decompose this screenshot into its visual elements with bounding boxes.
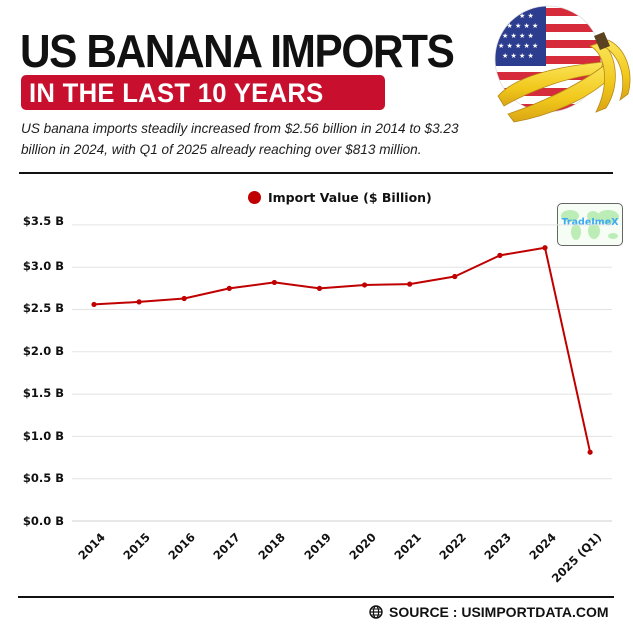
source-credit: SOURCE : USIMPORTDATA.COM bbox=[369, 604, 609, 620]
flag-bananas-image: ★ ★ ★ ★ ★ ★ ★ ★ ★ ★ ★ ★ ★ ★ ★ ★ ★ ★ ★ ★ … bbox=[494, 5, 631, 123]
data-point-2022[interactable] bbox=[452, 273, 458, 280]
summary-text: US banana imports steadily increased fro… bbox=[21, 121, 459, 157]
y-tick-1-5: $1.5 B bbox=[22, 386, 64, 400]
y-tick-0-5: $0.5 B bbox=[22, 471, 64, 485]
header-divider bbox=[19, 172, 613, 174]
data-point-2020[interactable] bbox=[362, 282, 368, 288]
world-map-icon bbox=[561, 210, 619, 240]
svg-text:★ ★ ★ ★: ★ ★ ★ ★ bbox=[502, 52, 534, 60]
svg-text:★ ★ ★ ★: ★ ★ ★ ★ bbox=[502, 12, 534, 20]
y-tick-1-0: $1.0 B bbox=[22, 429, 64, 443]
data-point-2024[interactable] bbox=[542, 245, 548, 251]
series-line bbox=[93, 246, 592, 453]
globe-icon bbox=[369, 605, 383, 619]
data-point-2016[interactable] bbox=[181, 295, 187, 302]
y-tick-0-0: $0.0 B bbox=[22, 514, 64, 528]
svg-text:★ ★ ★ ★ ★: ★ ★ ★ ★ ★ bbox=[498, 42, 538, 50]
subtitle-banner: IN THE LAST 10 YEARS bbox=[21, 75, 385, 110]
data-point-2023[interactable] bbox=[497, 252, 503, 258]
page-title: US BANANA IMPORTS bbox=[20, 25, 455, 77]
watermark-label: TradeImeX bbox=[561, 217, 619, 228]
data-point-2025-q1-[interactable] bbox=[587, 449, 593, 455]
svg-text:★ ★ ★ ★: ★ ★ ★ ★ bbox=[502, 32, 534, 40]
y-tick-2-5: $2.5 B bbox=[22, 301, 64, 315]
data-point-2018[interactable] bbox=[271, 279, 277, 286]
data-point-2019[interactable] bbox=[316, 285, 323, 291]
data-point-2017[interactable] bbox=[226, 285, 232, 291]
data-point-2015[interactable] bbox=[136, 299, 142, 305]
footer-divider bbox=[18, 596, 614, 598]
gridlines bbox=[72, 224, 612, 522]
y-tick-2-0: $2.0 B bbox=[22, 344, 64, 358]
data-point-2014[interactable] bbox=[91, 301, 97, 308]
source-text: SOURCE : USIMPORTDATA.COM bbox=[389, 604, 609, 620]
banana-bunch-icon bbox=[497, 32, 631, 123]
legend-label: Import Value ($ Billion) bbox=[268, 189, 432, 205]
y-tick-3-5: $3.5 B bbox=[22, 214, 64, 228]
legend-marker-icon bbox=[248, 190, 261, 204]
y-tick-3-0: $3.0 B bbox=[22, 259, 64, 273]
svg-text:★ ★ ★ ★ ★: ★ ★ ★ ★ ★ bbox=[498, 22, 538, 30]
chart-legend[interactable]: Import Value ($ Billion) bbox=[248, 188, 432, 206]
data-point-2021[interactable] bbox=[407, 281, 413, 287]
banner-text: IN THE LAST 10 YEARS bbox=[29, 78, 324, 108]
data-points bbox=[91, 245, 593, 455]
